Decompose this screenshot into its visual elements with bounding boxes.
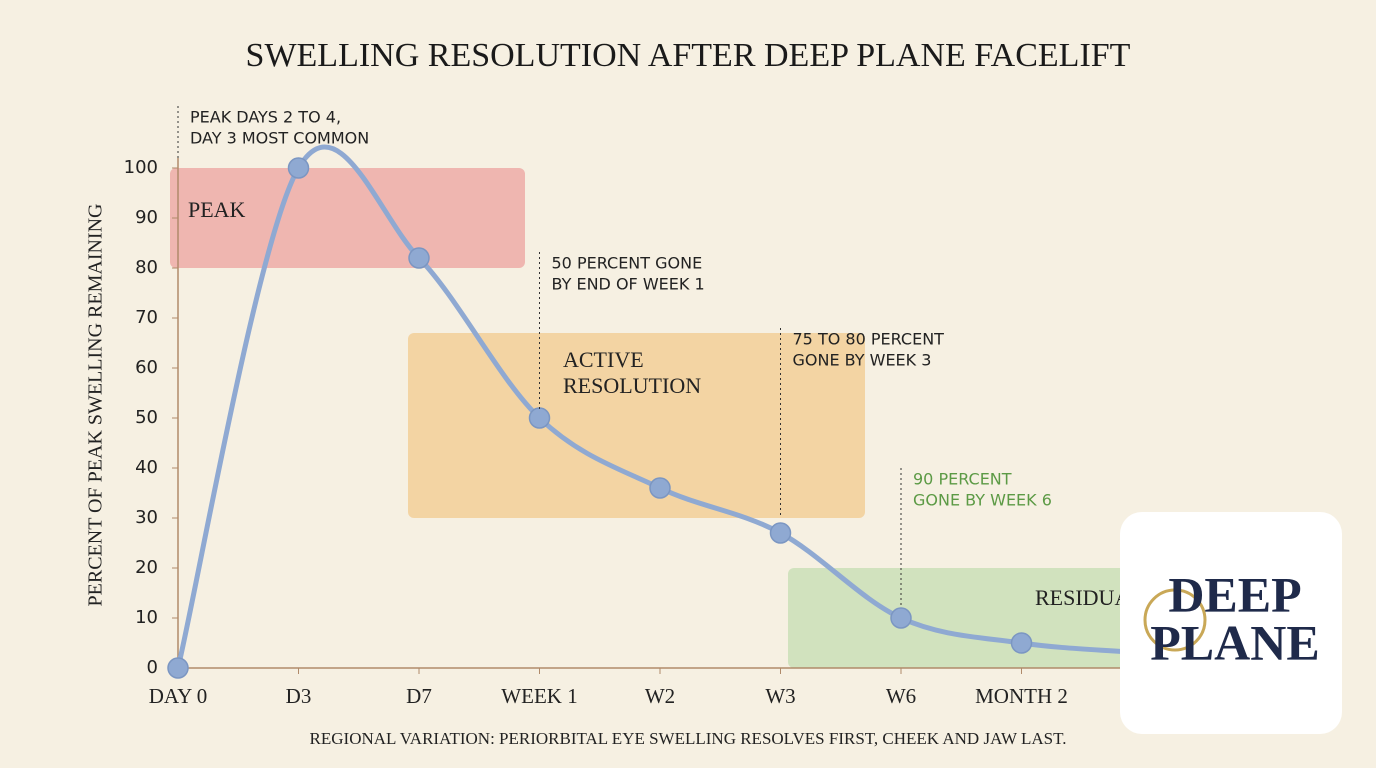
data-point [649,477,671,499]
y-axis-label: PERCENT OF PEAK SWELLING REMAINING [85,204,107,607]
data-point [769,522,792,544]
footnote: REGIONAL VARIATION: PERIORBITAL EYE SWEL… [310,729,1067,748]
annotation: GONE BY WEEK 6 [913,491,1052,510]
x-tick-label: WEEK 1 [501,684,577,708]
x-tick-label: W6 [886,684,916,708]
y-tick-label: 0 [147,657,158,678]
annotation: GONE BY WEEK 3 [793,351,932,370]
annotation: 50 PERCENT GONE [552,254,703,273]
data-point [890,607,912,629]
y-tick-label: 60 [135,357,158,378]
band-label: ACTIVE [563,347,644,372]
band-label: RESOLUTION [563,373,701,398]
x-tick-label: DAY 0 [149,684,208,708]
x-tick-label: W3 [765,684,795,708]
y-tick-label: 30 [135,507,158,528]
annotation: BY END OF WEEK 1 [552,275,705,294]
data-point [287,157,310,179]
data-point [1010,632,1033,654]
band [788,568,1170,668]
band-label: PEAK [188,197,246,222]
y-tick-label: 90 [135,207,158,228]
y-tick-label: 50 [135,407,158,428]
annotation: 90 PERCENT [913,470,1012,489]
annotation: DAY 3 MOST COMMON [190,129,369,148]
data-point [408,247,430,269]
band [170,168,525,268]
x-tick-label: D7 [406,684,432,708]
y-tick-label: 80 [135,257,158,278]
y-tick-label: 40 [135,457,158,478]
annotation: 75 TO 80 PERCENT [793,330,945,349]
annotation: PEAK DAYS 2 TO 4, [190,108,341,127]
data-point [528,407,551,429]
y-tick-label: 100 [124,157,158,178]
y-tick-label: 70 [135,307,158,328]
logo-text: DEEP [1168,566,1301,622]
x-tick-label: D3 [286,684,312,708]
chart-title: SWELLING RESOLUTION AFTER DEEP PLANE FAC… [246,37,1131,74]
logo-text: PLANE [1150,614,1319,670]
logo-tile [1120,512,1342,734]
data-point [167,657,189,679]
logo-ornament [1143,588,1207,652]
x-tick-label: MONTH 2 [975,684,1068,708]
band [408,333,865,518]
x-tick-label: W2 [645,684,675,708]
y-tick-label: 10 [135,607,158,628]
y-tick-label: 20 [135,557,158,578]
